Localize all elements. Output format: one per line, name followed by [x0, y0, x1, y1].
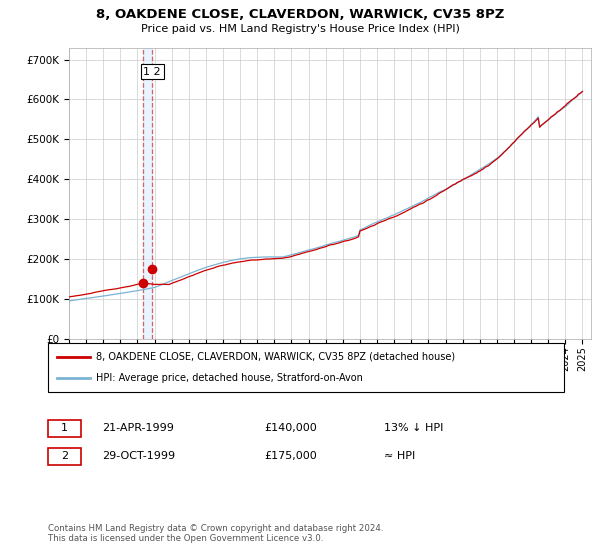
Text: 8, OAKDENE CLOSE, CLAVERDON, WARWICK, CV35 8PZ (detached house): 8, OAKDENE CLOSE, CLAVERDON, WARWICK, CV… [96, 352, 455, 362]
Text: ≈ HPI: ≈ HPI [384, 451, 415, 461]
Text: 1 2: 1 2 [143, 67, 161, 77]
Text: 21-APR-1999: 21-APR-1999 [102, 423, 174, 433]
Text: Price paid vs. HM Land Registry's House Price Index (HPI): Price paid vs. HM Land Registry's House … [140, 24, 460, 34]
Text: Contains HM Land Registry data © Crown copyright and database right 2024.
This d: Contains HM Land Registry data © Crown c… [48, 524, 383, 543]
Text: 29-OCT-1999: 29-OCT-1999 [102, 451, 175, 461]
Text: 8, OAKDENE CLOSE, CLAVERDON, WARWICK, CV35 8PZ: 8, OAKDENE CLOSE, CLAVERDON, WARWICK, CV… [96, 8, 504, 21]
Text: 2: 2 [61, 451, 68, 461]
Text: £175,000: £175,000 [264, 451, 317, 461]
Text: 13% ↓ HPI: 13% ↓ HPI [384, 423, 443, 433]
Text: 1: 1 [61, 423, 68, 433]
Text: HPI: Average price, detached house, Stratford-on-Avon: HPI: Average price, detached house, Stra… [96, 373, 363, 383]
Bar [143, 48, 152, 339]
Text: £140,000: £140,000 [264, 423, 317, 433]
